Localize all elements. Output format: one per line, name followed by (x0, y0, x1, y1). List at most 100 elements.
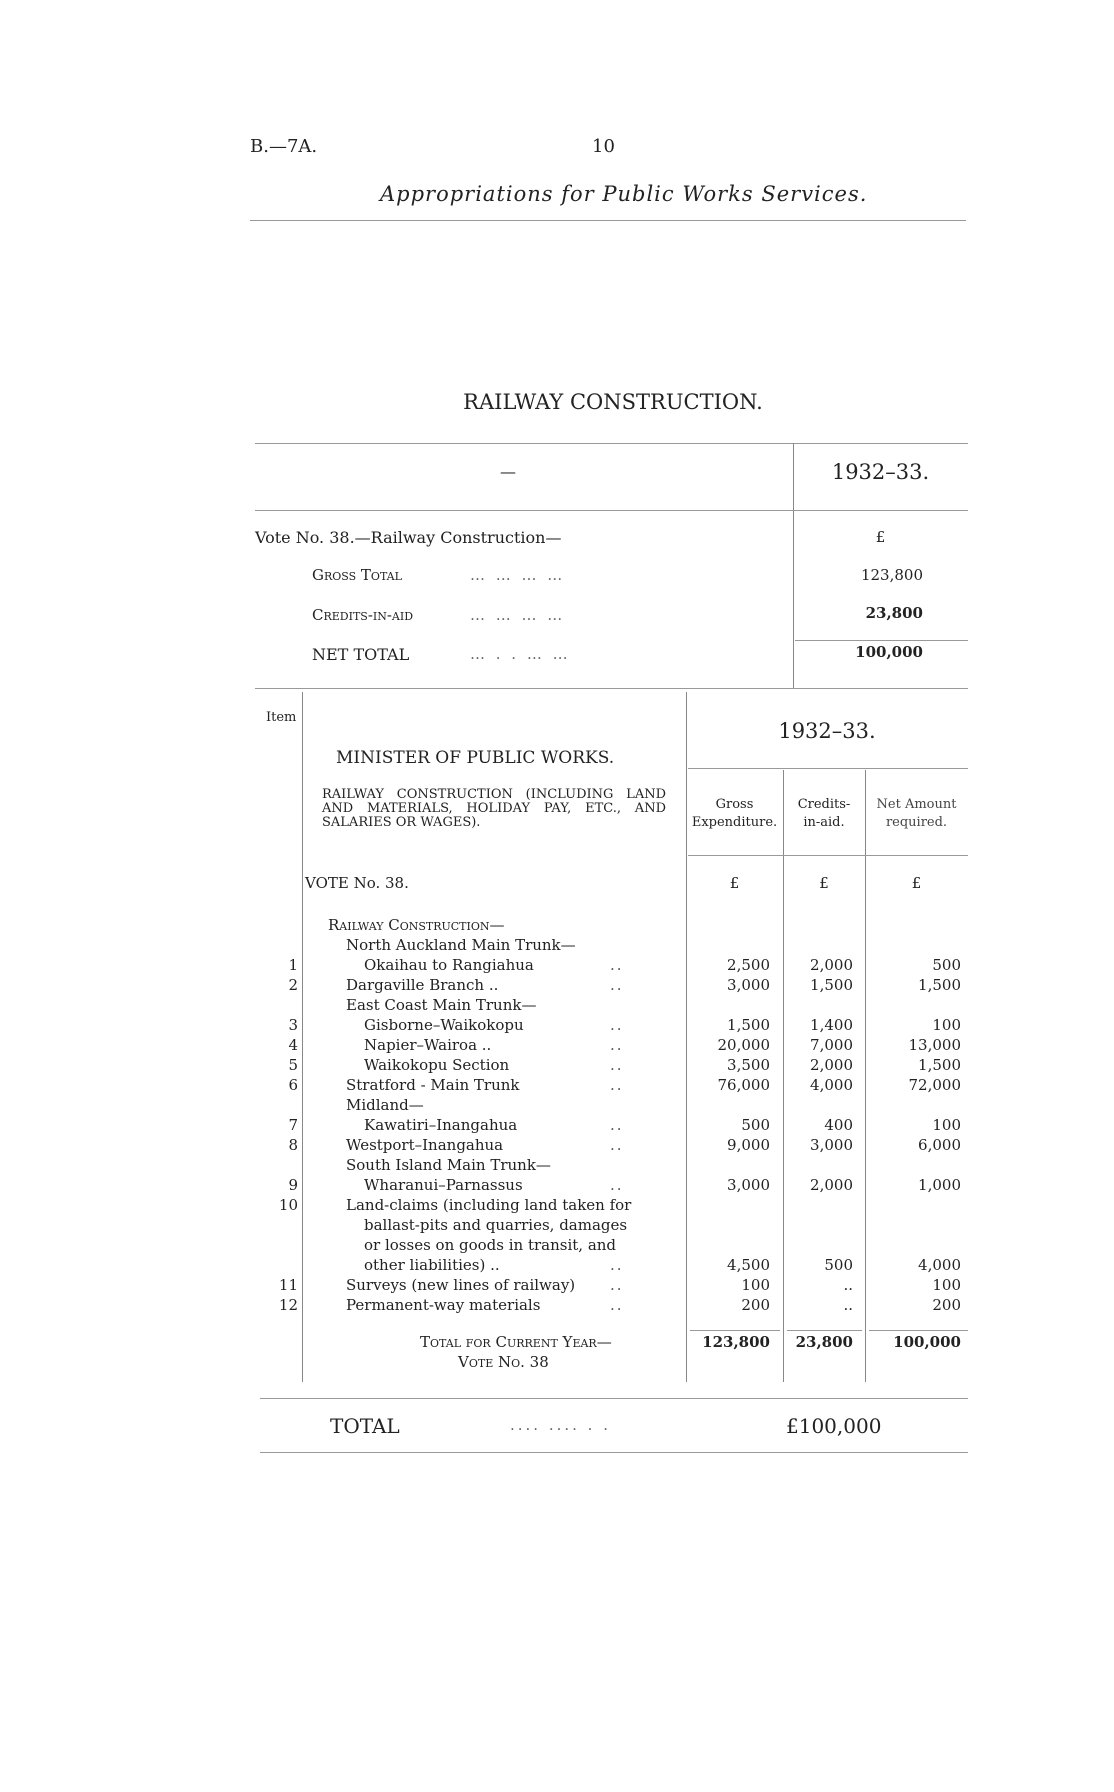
total-label: Total for Current Year— (420, 1333, 612, 1351)
row-label: Land-claims (including land taken for (346, 1196, 632, 1214)
item-number: 3 (288, 1016, 298, 1034)
column-divider (865, 770, 866, 1382)
item-number: 6 (288, 1076, 298, 1094)
credits-value: 500 (824, 1256, 853, 1274)
summary-value: 123,800 (860, 566, 923, 584)
row-label: Okaihau to Rangiahua (364, 956, 534, 974)
leader-dots: .. (610, 1176, 624, 1194)
row-label: or losses on goods in transit, and (364, 1236, 617, 1254)
column-header-credits: Credits-in-aid. (797, 797, 851, 830)
summary-value: 100,000 (855, 643, 923, 661)
divider (795, 640, 968, 641)
table-row: 4 Napier–Wairoa .. 20,000 7,000 13,000.. (0, 1035, 1114, 1055)
row-label: South Island Main Trunk— (346, 1156, 551, 1174)
item-number: 5 (288, 1056, 298, 1074)
credits-value: 1,500 (810, 976, 853, 994)
column-header-net: Net Amount required. (876, 797, 957, 830)
leader-dots: .. (610, 1136, 624, 1154)
table-row: other liabilities) .. 4,500 500 4,000.. (0, 1255, 1114, 1275)
leader-dots: .. (610, 1036, 624, 1054)
credits-value: 2,000 (810, 1176, 853, 1194)
divider (255, 443, 968, 444)
credits-value: 3,000 (810, 1136, 853, 1154)
table-row: East Coast Main Trunk— (0, 995, 1114, 1015)
row-label: Midland— (346, 1096, 424, 1114)
row-label: Napier–Wairoa .. (364, 1036, 492, 1054)
net-value: 100 (932, 1116, 961, 1134)
divider (869, 1330, 968, 1331)
credits-value: 1,400 (810, 1016, 853, 1034)
net-value: 100 (932, 1016, 961, 1034)
table-row: 1 Okaihau to Rangiahua 2,500 2,000 500.. (0, 955, 1114, 975)
item-number: 4 (288, 1036, 298, 1054)
summary-label: NET TOTAL (312, 645, 410, 664)
table-row: 7 Kawatiri–Inangahua 500 400 100.. (0, 1115, 1114, 1135)
gross-value: 200 (741, 1296, 770, 1314)
credits-value: 2,000 (810, 956, 853, 974)
divider (255, 510, 968, 511)
net-value: 4,000 (918, 1256, 961, 1274)
table-row: 6 Stratford - Main Trunk 76,000 4,000 72,000… (0, 1075, 1114, 1095)
divider (255, 688, 968, 689)
divider (260, 1452, 968, 1453)
table-row: 9 Wharanui–Parnassus 3,000 2,000 1,000.. (0, 1175, 1114, 1195)
currency-symbol: £ (729, 874, 740, 892)
column-divider (686, 692, 687, 1382)
gross-value: 100 (741, 1276, 770, 1294)
row-label: Gisborne–Waikokopu (364, 1016, 524, 1034)
divider (690, 1330, 780, 1331)
credits-value: .. (843, 1276, 853, 1294)
divider (787, 1330, 862, 1331)
credits-value: 400 (824, 1116, 853, 1134)
leader-dots: .. (610, 1116, 624, 1134)
leader-dots: .. (610, 1296, 624, 1314)
table-row: 8 Westport–Inangahua 9,000 3,000 6,000.. (0, 1135, 1114, 1155)
row-label: ballast-pits and quarries, damages (364, 1216, 628, 1234)
leader-dots: .. (610, 976, 624, 994)
item-number: 9 (288, 1176, 298, 1194)
divider (260, 1398, 968, 1399)
row-label: Dargaville Branch .. (346, 976, 499, 994)
item-number: 12 (278, 1296, 298, 1314)
item-column-header: Item (266, 710, 297, 725)
vote-number: VOTE No. 38. (305, 874, 409, 892)
column-header-gross: Gross Expenditure. (691, 797, 778, 830)
document-ref: B.—7A. (250, 136, 318, 157)
gross-value: 500 (741, 1116, 770, 1134)
row-label: East Coast Main Trunk— (346, 996, 537, 1014)
table-row: 11 Surveys (new lines of railway) 100.. 100… (0, 1275, 1114, 1295)
table-row: 5 Waikokopu Section 3,500 2,000 1,500.. (0, 1055, 1114, 1075)
gross-value: 4,500 (727, 1256, 770, 1274)
item-number: 8 (288, 1136, 298, 1154)
currency-symbol: £ (911, 874, 922, 892)
page-number: 10 (592, 136, 615, 157)
gross-value: 3,500 (727, 1056, 770, 1074)
gross-value: 1,500 (727, 1016, 770, 1034)
row-label: other liabilities) .. (364, 1256, 500, 1274)
summary-value: 23,800 (865, 604, 923, 622)
total-net: 100,000 (893, 1333, 961, 1351)
divider (688, 855, 968, 856)
item-number: 1 (288, 956, 298, 974)
page-title: Appropriations for Public Works Services… (380, 182, 868, 206)
row-label: Waikokopu Section (364, 1056, 510, 1074)
row-label: Railway Construction— (328, 916, 505, 934)
year-header: 1932–33. (778, 719, 876, 743)
net-value: 1,500 (918, 976, 961, 994)
credits-value: .. (843, 1296, 853, 1314)
divider (688, 768, 968, 769)
leader-dots: .. (610, 1076, 624, 1094)
net-value: 200 (932, 1296, 961, 1314)
leader-dots: .. (610, 1256, 624, 1274)
row-label: Wharanui–Parnassus (364, 1176, 523, 1194)
total-label-vote: Vote No. 38 (458, 1353, 549, 1371)
leader-dots: .. (610, 956, 624, 974)
table-row: 3 Gisborne–Waikokopu 1,500 1,400 100.. (0, 1015, 1114, 1035)
gross-value: 2,500 (727, 956, 770, 974)
credits-value: 4,000 (810, 1076, 853, 1094)
grand-total-value: £100,000 (786, 1414, 882, 1438)
row-label: Kawatiri–Inangahua (364, 1116, 518, 1134)
currency-symbol: £ (819, 874, 829, 892)
column-divider (302, 692, 303, 1382)
